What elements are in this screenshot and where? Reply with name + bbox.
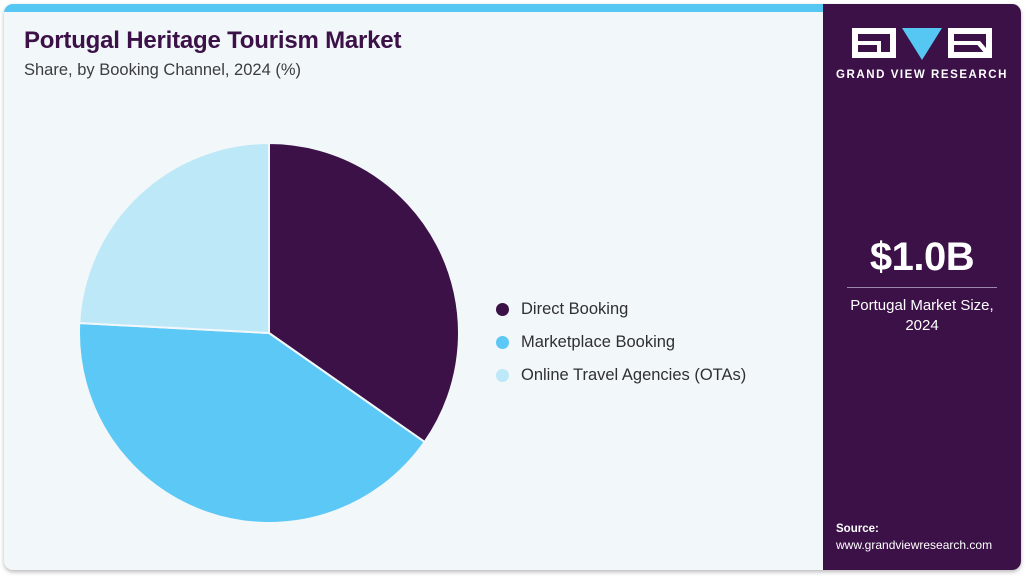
pie-slice[interactable] [268,141,460,444]
source-url[interactable]: www.grandviewresearch.com [836,538,993,553]
legend-label-direct-booking: Direct Booking [521,300,629,319]
chart-region: Portugal Heritage Tourism Market Share, … [4,12,823,570]
page-title: Portugal Heritage Tourism Market [24,27,402,54]
pie-slice-group [78,141,460,525]
legend-item-marketplace-booking[interactable]: Marketplace Booking [496,326,806,359]
page-subtitle: Share, by Booking Channel, 2024 (%) [24,60,302,79]
logo-marks [823,28,1021,62]
infographic-card: Portugal Heritage Tourism Market Share, … [4,4,1021,570]
chart-legend: Direct Booking Marketplace Booking Onlin… [496,293,806,392]
top-accent-bar [4,4,823,12]
legend-swatch-online-travel-agencies [496,369,509,382]
pie-chart [77,141,461,525]
logo-v-triangle-icon [902,28,942,60]
stat-value: $1.0B [869,235,975,279]
legend-label-online-travel-agencies: Online Travel Agencies (OTAs) [521,366,747,385]
legend-item-direct-booking[interactable]: Direct Booking [496,293,806,326]
legend-swatch-direct-booking [496,303,509,316]
logo-r-icon [948,28,992,58]
brand-logo[interactable]: GRAND VIEW RESEARCH [823,28,1021,81]
pie-slice[interactable] [78,141,270,335]
brand-panel: GRAND VIEW RESEARCH $1.0B Portugal Marke… [823,4,1021,570]
source-block: Source: www.grandviewresearch.com [836,521,1021,554]
legend-item-online-travel-agencies[interactable]: Online Travel Agencies (OTAs) [496,359,806,392]
pie-slice[interactable] [78,322,427,525]
legend-swatch-marketplace-booking [496,336,509,349]
logo-g-icon [852,28,896,58]
source-label: Source: [836,522,879,535]
stat-divider [847,287,997,288]
logo-wordmark: GRAND VIEW RESEARCH [836,69,1008,81]
legend-label-marketplace-booking: Marketplace Booking [521,333,676,352]
market-size-stat: $1.0B Portugal Market Size, 2024 [823,236,1021,336]
pie-chart-svg [78,141,460,525]
stat-caption: Portugal Market Size, 2024 [850,297,994,334]
title-block: Portugal Heritage Tourism Market Share, … [24,27,784,81]
